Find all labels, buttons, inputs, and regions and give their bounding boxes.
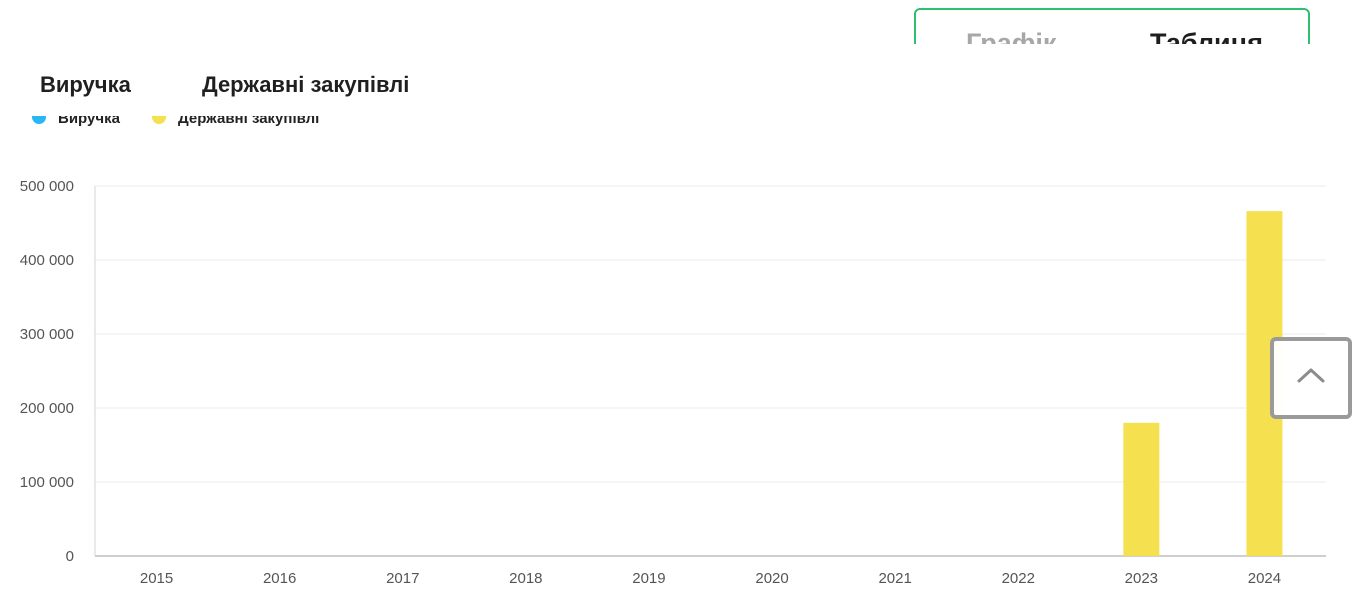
view-toggle: Графік Таблиця [914,8,1310,44]
y-tick-label: 100 000 [20,474,74,491]
tab-public-procurement[interactable]: Державні закупівлі [202,72,410,97]
y-tick-label: 200 000 [20,400,74,417]
tab-revenue[interactable]: Виручка [40,72,131,97]
legend-dot-revenue [32,116,46,124]
y-tick-label: 400 000 [20,252,74,269]
x-tick-label: 2015 [140,570,173,587]
x-tick-label: 2022 [1002,570,1035,587]
x-tick-label: 2024 [1248,570,1281,587]
chart-legend: Виручка Державні закупівлі [0,116,400,132]
x-tick-label: 2017 [386,570,419,587]
legend-label-procurement: Державні закупівлі [178,116,320,127]
y-tick-label: 300 000 [20,326,74,343]
y-tick-label: 500 000 [20,178,74,195]
x-tick-label: 2021 [878,570,911,587]
legend-dot-procurement [152,116,166,124]
legend-label-revenue: Виручка [58,116,120,127]
chevron-up-icon [1297,368,1325,383]
bar-2023 [1123,422,1160,556]
view-toggle-container: Графік Таблиця [914,8,1310,44]
legend-item-revenue[interactable]: Виручка [32,116,120,127]
y-tick-label: 0 [66,548,74,565]
legend-item-procurement[interactable]: Державні закупівлі [152,116,319,127]
x-tick-label: 2016 [263,570,296,587]
x-tick-label: 2020 [755,570,788,587]
x-tick-label: 2018 [509,570,542,587]
x-tick-label: 2019 [632,570,665,587]
table-view-button[interactable]: Таблиця [1150,28,1263,44]
scroll-to-top-button[interactable] [1270,337,1352,419]
chart-view-button[interactable]: Графік [966,28,1057,44]
x-tick-label: 2023 [1125,570,1158,587]
